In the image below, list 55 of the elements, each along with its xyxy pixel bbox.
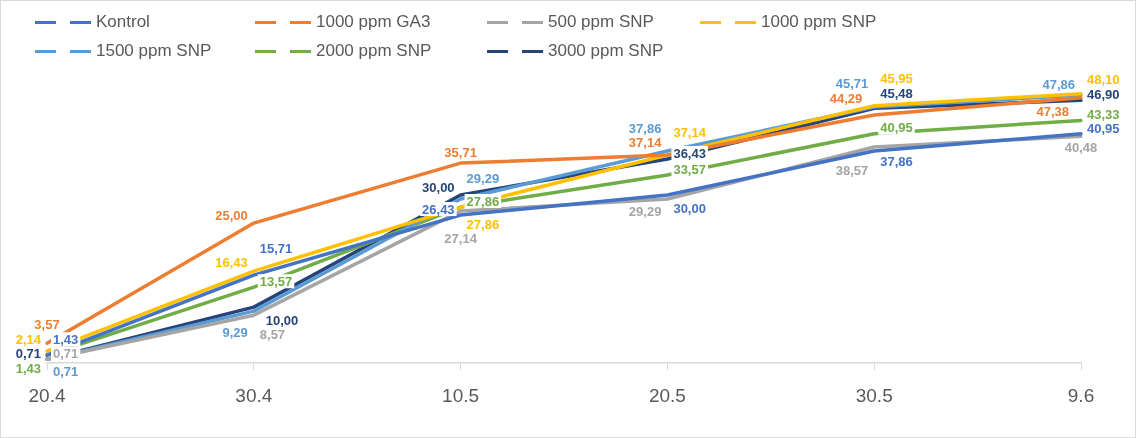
data-label: 47,38 [1036,104,1070,120]
legend-label: 3000 ppm SNP [548,41,664,61]
data-label: 40,95 [1087,121,1120,137]
data-label: 15,71 [259,240,293,256]
data-label: 0,71 [53,345,79,361]
data-label: 8,57 [259,326,286,342]
data-label: 45,48 [880,85,913,101]
data-label: 40,48 [1064,139,1098,155]
data-label: 1,43 [15,360,42,376]
data-label: 29,29 [466,170,500,186]
x-tick-label: 30.4 [235,384,273,406]
data-label: 47,86 [1042,76,1076,92]
data-label: 27,86 [466,216,500,232]
x-tick-label: 20.4 [28,384,66,406]
legend-label: 1500 ppm SNP [96,41,212,61]
data-label: 37,14 [673,124,707,140]
data-label: 27,86 [466,193,500,209]
legend-label: 1000 ppm GA3 [316,12,431,32]
data-label: 37,86 [628,120,662,136]
data-label: 2,14 [15,331,42,347]
data-label: 37,86 [880,153,913,169]
data-label: 16,43 [215,254,248,270]
data-label: 30,00 [673,200,706,216]
data-label: 45,95 [880,71,913,87]
data-label: 10,00 [265,312,299,328]
legend-label: 2000 ppm SNP [316,41,432,61]
data-label: 46,90 [1087,86,1120,102]
x-tick-label: 9.6 [1067,384,1095,406]
data-label: 35,71 [444,144,477,160]
x-tick-label: 20.5 [648,384,686,406]
data-label: 38,57 [835,162,869,178]
data-label: 25,00 [215,207,248,223]
legend-label: Kontrol [96,12,150,32]
data-label: 0,71 [53,363,79,379]
data-label: 40,95 [880,120,913,136]
data-label: 33,57 [673,161,706,177]
legend-label: 1000 ppm SNP [761,12,877,32]
data-label: 26,43 [422,201,455,217]
data-label: 37,14 [628,134,663,150]
legend-label: 500 ppm SNP [548,12,654,32]
data-label: 44,29 [829,90,863,106]
data-label: 13,57 [259,273,293,289]
data-label: 1,43 [53,331,79,347]
data-label: 36,43 [673,145,706,161]
data-label: 45,71 [835,75,869,91]
data-label: 3,57 [34,316,60,332]
data-label: 30,00 [422,179,455,195]
data-label: 29,29 [628,203,662,219]
data-label: 0,71 [15,345,42,361]
x-tick-label: 30.5 [855,384,893,406]
data-label: 48,10 [1087,72,1120,88]
data-label: 43,33 [1087,106,1120,122]
data-label: 27,14 [444,230,478,246]
x-tick-label: 10.5 [442,384,480,406]
data-label: 9,29 [222,324,248,340]
